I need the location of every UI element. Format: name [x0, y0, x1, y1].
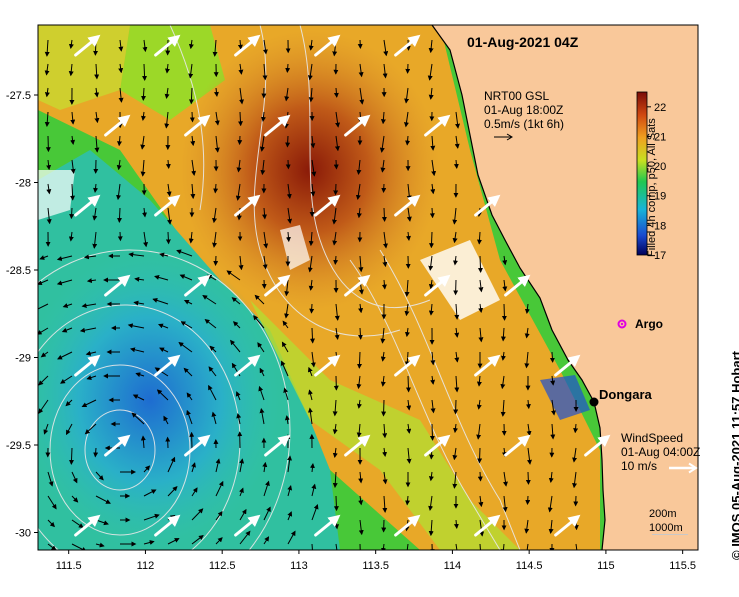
colorbar-tick-label: 22	[654, 102, 666, 114]
lat-tick-label: -29.5	[6, 440, 31, 452]
lon-tick-label: 115.5	[669, 560, 696, 572]
current-vector	[408, 376, 409, 391]
current-vector	[119, 208, 120, 222]
latitude-axis: -27.5 -28 -28.5 -29 -29.5 -30	[6, 90, 38, 540]
current-vector	[480, 472, 481, 481]
lon-tick-label: 115	[597, 560, 615, 572]
current-vector	[480, 256, 481, 272]
current-vector	[359, 352, 360, 368]
lon-tick-label: 113	[290, 560, 308, 572]
current-vector	[336, 496, 337, 510]
current-vector	[95, 40, 96, 55]
lat-tick-label: -30	[15, 528, 31, 540]
current-vector	[360, 328, 361, 339]
lon-tick-label: 112	[137, 560, 155, 572]
current-vector	[432, 208, 433, 217]
wind-legend-time: 01-Aug 04:00Z	[621, 445, 700, 459]
lat-tick-label: -28	[15, 178, 31, 190]
current-legend-scale: 0.5m/s (1kt 6h)	[484, 117, 564, 131]
current-vector	[287, 136, 288, 147]
current-vector	[192, 112, 193, 121]
lon-tick-label: 113.5	[362, 560, 389, 572]
current-vector	[95, 448, 96, 456]
lat-tick-label: -27.5	[6, 90, 31, 102]
current-vector	[384, 208, 385, 221]
wind-scale-arrow-icon	[668, 462, 698, 474]
current-legend-time: 01-Aug 18:00Z	[484, 103, 564, 117]
credit-text: © IMOS 05-Aug-2021 11:57 Hobart	[729, 351, 739, 560]
current-vector	[71, 208, 72, 218]
argo-label: Argo	[635, 317, 663, 331]
current-legend: NRT00 GSL 01-Aug 18:00Z 0.5m/s (1kt 6h)	[484, 89, 564, 131]
current-vector	[72, 184, 73, 200]
current-vector	[168, 160, 169, 168]
colorbar-label: Filled 4h comp, p50, All Sats	[646, 118, 658, 257]
lat-tick-label: -28.5	[6, 265, 31, 277]
depth-200m-label: 200m	[649, 507, 683, 521]
current-vector	[240, 112, 241, 125]
dongara-label: Dongara	[599, 387, 653, 402]
current-vector	[431, 232, 432, 247]
map-title: 01-Aug-2021 04Z	[467, 34, 578, 50]
current-vector	[479, 448, 480, 462]
current-vector	[287, 64, 288, 72]
current-vector	[576, 520, 577, 529]
depth-1000m-label: 1000m	[649, 521, 683, 535]
depth-contour-legend: 200m 1000m	[649, 507, 683, 535]
depth-legend-line	[652, 534, 688, 535]
lon-tick-label: 111.5	[56, 560, 82, 572]
current-vector	[311, 304, 312, 313]
current-vector	[360, 544, 361, 559]
lon-tick-label: 114.5	[516, 560, 543, 572]
current-vector	[335, 184, 336, 194]
current-vector	[504, 304, 505, 320]
longitude-axis: 111.5 112 112.5 113 113.5 114 114.5 115 115.5	[56, 550, 696, 572]
current-vector	[432, 424, 433, 440]
wind-legend-title: WindSpeed	[621, 431, 700, 445]
current-vector	[552, 352, 553, 362]
dongara-marker	[590, 398, 599, 407]
lon-tick-label: 112.5	[209, 560, 236, 572]
current-vector	[71, 448, 72, 464]
current-legend-source: NRT00 GSL	[484, 89, 564, 103]
current-scale-arrow-icon	[493, 132, 515, 142]
current-vector	[168, 232, 169, 243]
current-vector	[527, 496, 528, 504]
lon-tick-label: 114	[444, 560, 462, 572]
current-vector	[312, 328, 313, 343]
current-vector	[383, 400, 384, 416]
lat-tick-label: -29	[15, 353, 31, 365]
